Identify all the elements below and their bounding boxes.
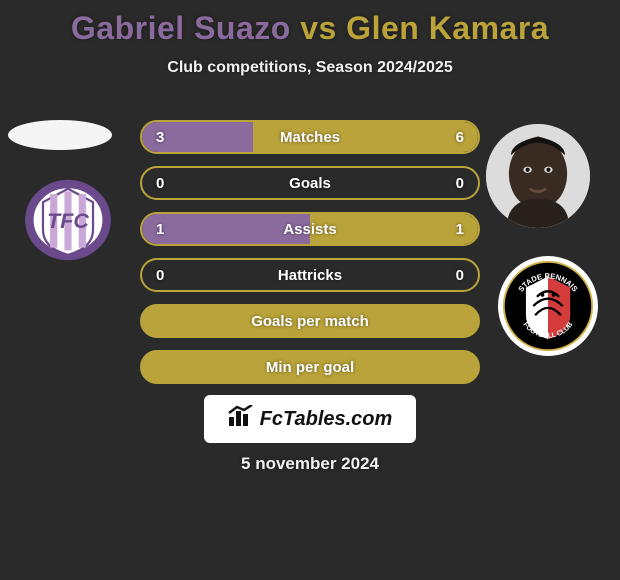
stat-label: Assists bbox=[142, 221, 478, 238]
subtitle: Club competitions, Season 2024/2025 bbox=[0, 59, 620, 77]
stat-label: Hattricks bbox=[142, 267, 478, 284]
tfc-crest-icon: TFC bbox=[23, 178, 113, 262]
stat-row: 0Hattricks0 bbox=[140, 258, 480, 292]
player-left-avatar bbox=[8, 120, 112, 150]
face-icon bbox=[486, 124, 590, 228]
stat-row: Min per goal bbox=[140, 350, 480, 384]
bar-chart-icon bbox=[228, 405, 254, 433]
stat-row: 1Assists1 bbox=[140, 212, 480, 246]
page-title: Gabriel Suazo vs Glen Kamara bbox=[0, 0, 620, 47]
stats-area: 3Matches6 0Goals0 1Assists1 0Hattricks0 Goal… bbox=[140, 120, 480, 396]
vs-separator: vs bbox=[291, 10, 346, 46]
club-left-text: TFC bbox=[47, 209, 89, 233]
stat-label: Goals bbox=[142, 175, 478, 192]
rennais-crest-icon: STADE RENNAIS FOOTBALL CLUB bbox=[502, 260, 594, 352]
stat-label: Min per goal bbox=[142, 359, 478, 376]
comparison-infographic: Gabriel Suazo vs Glen Kamara Club compet… bbox=[0, 0, 620, 580]
player-right-name: Glen Kamara bbox=[346, 10, 549, 46]
stat-label: Matches bbox=[142, 129, 478, 146]
player-right-avatar bbox=[486, 124, 590, 228]
fctables-badge: FcTables.com bbox=[204, 395, 416, 443]
club-right-badge: STADE RENNAIS FOOTBALL CLUB bbox=[498, 256, 598, 356]
player-left-name: Gabriel Suazo bbox=[71, 10, 291, 46]
fctables-label: FcTables.com bbox=[260, 408, 393, 431]
club-left-badge: TFC bbox=[23, 178, 113, 262]
stat-row: 3Matches6 bbox=[140, 120, 480, 154]
date-label: 5 november 2024 bbox=[0, 454, 620, 474]
stat-row: 0Goals0 bbox=[140, 166, 480, 200]
stat-row: Goals per match bbox=[140, 304, 480, 338]
stat-label: Goals per match bbox=[142, 313, 478, 330]
